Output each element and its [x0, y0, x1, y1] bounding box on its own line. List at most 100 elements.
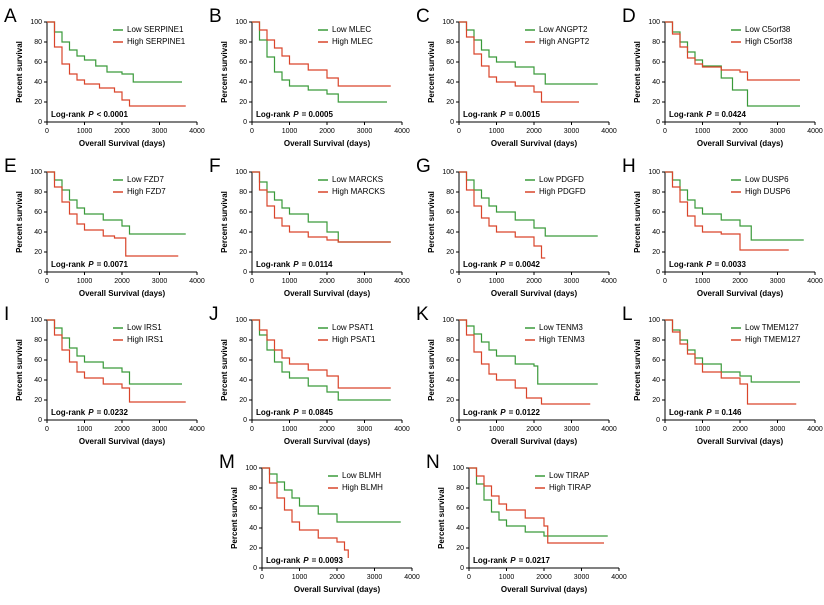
- annotation-p: P: [303, 556, 309, 565]
- y-tick-label: 40: [34, 229, 42, 236]
- x-tick-label: 0: [457, 128, 461, 135]
- survival-curve: [665, 319, 797, 405]
- survival-curve: [665, 21, 800, 107]
- x-tick-label: 3000: [367, 574, 383, 581]
- annotation-stat: = 0.0093: [312, 556, 344, 565]
- legend-label: High PDGFD: [539, 187, 586, 196]
- log-rank-annotation: Log-rank P = 0.146: [669, 408, 742, 417]
- x-tick-label: 3000: [152, 128, 168, 135]
- survival-curve: [252, 21, 387, 103]
- annotation-prefix: Log-rank: [51, 408, 86, 417]
- log-rank-annotation: Log-rank P = 0.0845: [256, 408, 333, 417]
- x-tick-label: 4000: [807, 128, 823, 135]
- y-tick-label: 0: [38, 417, 42, 424]
- x-tick-label: 2000: [319, 128, 335, 135]
- x-tick-label: 2000: [536, 574, 552, 581]
- y-tick-label: 100: [245, 465, 257, 472]
- x-axis-title: Overall Survival (days): [697, 139, 784, 148]
- x-tick-label: 3000: [357, 426, 373, 433]
- y-tick-label: 60: [446, 59, 454, 66]
- legend-label: High IRS1: [127, 335, 164, 344]
- y-tick-label: 40: [34, 377, 42, 384]
- panel-letter: D: [622, 6, 636, 27]
- annotation-p: P: [510, 556, 516, 565]
- y-tick-label: 60: [456, 505, 464, 512]
- panel-letter: K: [416, 304, 429, 325]
- y-axis-title: Percent survival: [220, 339, 229, 401]
- y-axis-title: Percent survival: [220, 191, 229, 253]
- log-rank-annotation: Log-rank P = 0.0033: [669, 260, 746, 269]
- annotation-prefix: Log-rank: [256, 110, 291, 119]
- x-tick-label: 4000: [394, 278, 410, 285]
- survival-curve: [459, 319, 598, 385]
- y-tick-label: 0: [450, 119, 454, 126]
- y-tick-label: 20: [446, 249, 454, 256]
- x-tick-label: 4000: [807, 278, 823, 285]
- x-tick-label: 2000: [732, 128, 748, 135]
- annotation-prefix: Log-rank: [669, 408, 704, 417]
- panel-letter: F: [209, 156, 221, 177]
- annotation-p: P: [88, 408, 94, 417]
- x-axis-title: Overall Survival (days): [697, 289, 784, 298]
- legend-label: Low TIRAP: [549, 471, 589, 480]
- y-axis-title: Percent survival: [427, 191, 436, 253]
- annotation-stat: = 0.0122: [509, 408, 541, 417]
- x-tick-label: 4000: [601, 278, 617, 285]
- y-axis-title: Percent survival: [15, 339, 24, 401]
- y-axis-title: Percent survival: [220, 41, 229, 103]
- annotation-stat: = 0.0217: [519, 556, 551, 565]
- panel-letter: G: [416, 156, 431, 177]
- survival-curve: [47, 171, 186, 235]
- x-tick-label: 0: [45, 278, 49, 285]
- y-tick-label: 20: [652, 249, 660, 256]
- legend-label: Low MARCKS: [332, 175, 383, 184]
- y-axis-title: Percent survival: [230, 487, 239, 549]
- y-tick-label: 0: [243, 417, 247, 424]
- x-tick-label: 0: [250, 278, 254, 285]
- x-tick-label: 1000: [292, 574, 308, 581]
- y-tick-label: 100: [648, 169, 660, 176]
- x-tick-label: 0: [457, 426, 461, 433]
- y-tick-label: 80: [249, 485, 257, 492]
- survival-curve: [262, 467, 401, 523]
- y-tick-label: 0: [450, 417, 454, 424]
- survival-curve: [459, 171, 546, 259]
- survival-curve: [665, 171, 789, 251]
- y-tick-label: 20: [34, 99, 42, 106]
- y-tick-label: 100: [235, 169, 247, 176]
- x-tick-label: 4000: [394, 128, 410, 135]
- x-tick-label: 1000: [499, 574, 515, 581]
- legend-label: Low ANGPT2: [539, 25, 588, 34]
- legend-label: Low PDGFD: [539, 175, 584, 184]
- log-rank-annotation: Log-rank P = 0.0122: [463, 408, 540, 417]
- x-axis-title: Overall Survival (days): [491, 139, 578, 148]
- annotation-prefix: Log-rank: [473, 556, 508, 565]
- annotation-prefix: Log-rank: [51, 260, 86, 269]
- x-tick-label: 3000: [564, 128, 580, 135]
- x-tick-label: 3000: [357, 128, 373, 135]
- annotation-stat: = 0.0015: [509, 110, 541, 119]
- y-axis-title: Percent survival: [633, 191, 642, 253]
- y-tick-label: 0: [656, 269, 660, 276]
- y-tick-label: 20: [239, 397, 247, 404]
- y-tick-label: 100: [30, 317, 42, 324]
- survival-curve: [252, 171, 391, 243]
- log-rank-annotation: Log-rank P = 0.0005: [256, 110, 333, 119]
- y-tick-label: 0: [38, 119, 42, 126]
- x-tick-label: 2000: [526, 278, 542, 285]
- y-tick-label: 60: [652, 357, 660, 364]
- legend-label: High TIRAP: [549, 483, 591, 492]
- y-tick-label: 0: [243, 269, 247, 276]
- x-axis-title: Overall Survival (days): [697, 437, 784, 446]
- y-tick-label: 80: [239, 189, 247, 196]
- y-tick-label: 100: [235, 19, 247, 26]
- x-tick-label: 1000: [695, 426, 711, 433]
- x-tick-label: 4000: [601, 128, 617, 135]
- y-tick-label: 100: [442, 19, 454, 26]
- x-axis-title: Overall Survival (days): [284, 289, 371, 298]
